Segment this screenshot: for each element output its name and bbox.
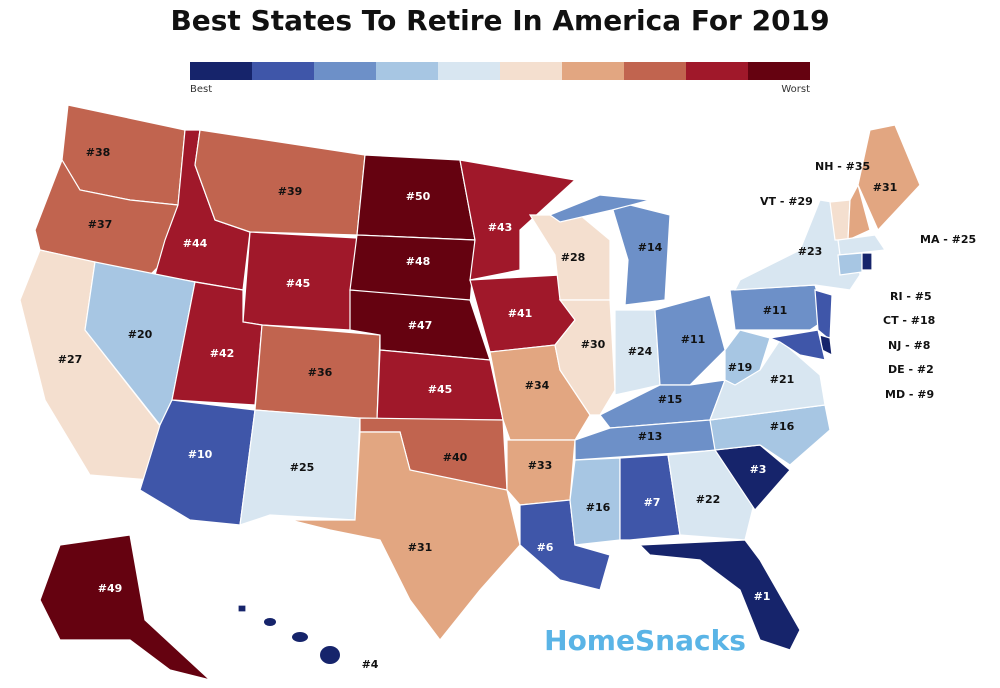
state-label: #40 [443,451,468,464]
state-label: #30 [581,338,606,351]
state-label: #33 [528,459,553,472]
state-label: #7 [644,496,661,509]
legend-swatch [624,62,686,80]
callout: NH - #35 [815,160,870,173]
watermark: HomeSnacks [544,624,746,657]
legend-swatch [686,62,748,80]
callout: CT - #18 [883,314,935,327]
legend-low: Best [190,84,212,95]
callout: RI - #5 [890,290,932,303]
state-label: #43 [488,221,513,234]
state-label: #45 [286,277,311,290]
state-label: #11 [763,304,788,317]
state-label: #25 [290,461,315,474]
state-label: #48 [406,255,431,268]
state-label: #11 [681,333,706,346]
legend-swatch [314,62,376,80]
state-label: #31 [873,181,898,194]
state [847,183,871,241]
state [609,199,671,306]
state-label: #21 [770,373,795,386]
state [654,294,726,386]
state [857,124,921,232]
state-label: #31 [408,541,433,554]
state-label: #20 [128,328,153,341]
state [289,431,521,641]
state-label: #16 [770,420,795,433]
state-label: #23 [798,245,823,258]
state [548,194,651,223]
state-label: #19 [728,361,753,374]
state [667,449,756,541]
callout: NJ - #8 [888,339,930,352]
state-label: #24 [628,345,653,358]
state [242,231,358,331]
state [239,409,361,526]
state-label: #14 [638,241,663,254]
state-label: #38 [86,146,111,159]
title: Best States To Retire In America For 201… [170,4,829,37]
state-label: #47 [408,319,433,332]
state [39,534,211,681]
state-label: #34 [525,379,550,392]
state-label: #3 [750,463,767,476]
state-label: #4 [362,658,379,671]
state [320,646,340,664]
state-label: #49 [98,582,123,595]
state [837,234,887,256]
state [554,299,616,416]
state-label: #10 [188,448,213,461]
state [292,632,308,642]
callout: DE - #2 [888,363,934,376]
state-label: #41 [508,307,533,320]
callout: VT - #29 [760,195,813,208]
state [638,539,801,651]
state [767,329,826,361]
state [459,159,577,281]
state-label: #1 [754,590,771,603]
state-label: #27 [58,353,83,366]
state-label: #50 [406,190,431,203]
legend-swatch [190,62,252,80]
state [506,439,576,506]
state-label: #42 [210,347,235,360]
legend-swatch [500,62,562,80]
state [569,457,621,546]
state [619,454,681,541]
legend-swatch [438,62,500,80]
state-label: #45 [428,383,453,396]
callout: MA - #25 [920,233,976,246]
state-label: #44 [183,237,208,250]
state [837,252,863,276]
legend-swatch [748,62,810,80]
state-label: #37 [88,218,113,231]
state-label: #13 [638,430,663,443]
state-label: #22 [696,493,721,506]
state [861,252,873,271]
state [264,618,276,626]
state [237,604,247,613]
state-label: #6 [537,541,554,554]
state-label: #15 [658,393,683,406]
state [194,129,366,236]
legend-high: Worst [781,84,810,95]
state-label: #28 [561,251,586,264]
state [733,199,861,291]
state-label: #39 [278,185,303,198]
callout: MD - #9 [885,388,934,401]
legend-swatch [252,62,314,80]
state-label: #36 [308,366,333,379]
legend-swatch [376,62,438,80]
legend-swatch [562,62,624,80]
state-label: #16 [586,501,611,514]
